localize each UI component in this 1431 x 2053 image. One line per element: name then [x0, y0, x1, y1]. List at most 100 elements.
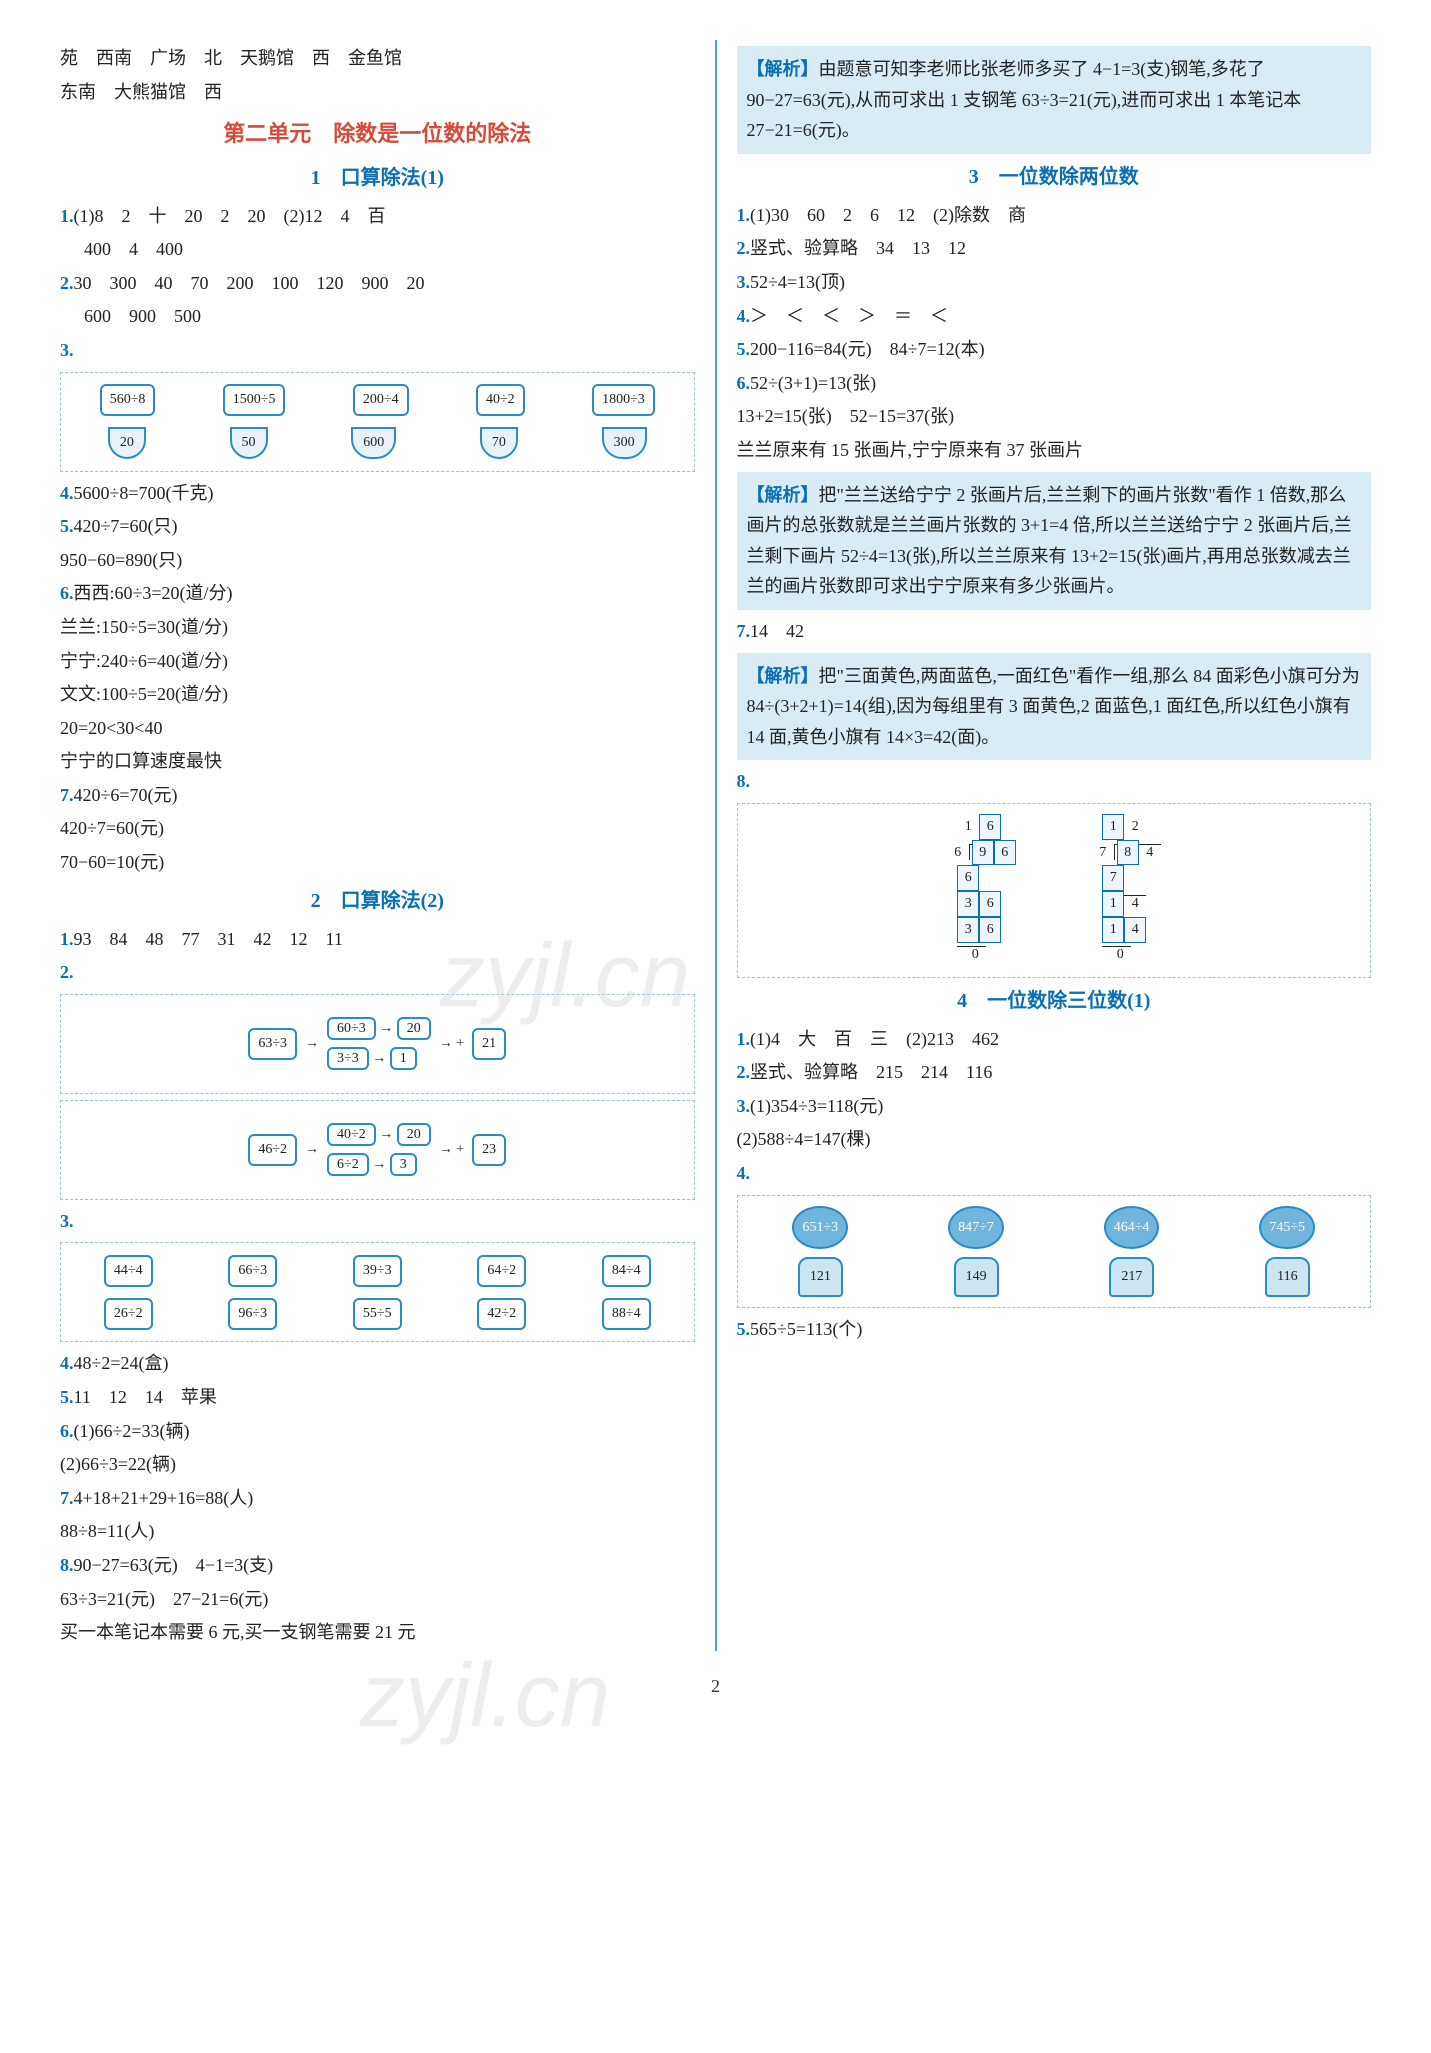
answer-line: 3.52÷4=13(顶)	[737, 267, 1372, 298]
answer-line: 70−60=10(元)	[60, 847, 695, 878]
diagram-tag: 63÷3	[248, 1028, 297, 1060]
answer-text: ＞ ＜ ＜ ＞ ＝ ＜	[750, 306, 948, 326]
split-diagram: 46÷2 → 40÷2 → 20 6÷2 → 3 → + 23	[60, 1100, 695, 1200]
diagram-tag: 3	[390, 1153, 417, 1176]
div-divisor: 7	[1092, 841, 1114, 865]
answer-line: 2.竖式、验算略 215 214 116	[737, 1057, 1372, 1088]
diagram-bowl: 600	[351, 427, 396, 459]
answer-line: 2.	[60, 957, 695, 988]
answer-line: 6.西西:60÷3=20(道/分)	[60, 578, 695, 609]
q-number: 4.	[60, 483, 74, 503]
answer-line: 3.	[60, 1206, 695, 1237]
diagram-tag: 560÷8	[100, 384, 156, 416]
answer-text: 30 300 40 70 200 100 120 900 20	[74, 273, 425, 293]
answer-line: 4.48÷2=24(盒)	[60, 1348, 695, 1379]
q-number: 7.	[737, 621, 751, 641]
q-number: 1.	[60, 929, 74, 949]
div-step: 4	[1124, 917, 1146, 943]
diagram-tree: 121	[798, 1257, 843, 1297]
div-quot: 1	[957, 815, 979, 839]
div-dividend: 6	[994, 840, 1016, 866]
section-heading: 1 口算除法(1)	[60, 161, 695, 195]
diagram-tag: 42÷2	[477, 1298, 526, 1330]
diagram-tag: 44÷4	[104, 1255, 153, 1287]
answer-line: 88÷8=11(人)	[60, 1516, 695, 1547]
answer-line: 1.(1)4 大 百 三 (2)213 462	[737, 1024, 1372, 1055]
diagram-tag: 1800÷3	[592, 384, 655, 416]
answer-text: 5600÷8=700(千克)	[74, 483, 214, 503]
q-number: 4.	[737, 306, 751, 326]
answer-text: 11 12 14 苹果	[74, 1387, 217, 1407]
answer-line: 4.5600÷8=700(千克)	[60, 478, 695, 509]
diagram-bowl: 20	[108, 427, 146, 459]
answer-line: 7.4+18+21+29+16=88(人)	[60, 1483, 695, 1514]
answer-line: 5.200−116=84(元) 84÷7=12(本)	[737, 334, 1372, 365]
diagram-tag: 55÷5	[353, 1298, 402, 1330]
answer-text: 200−116=84(元) 84÷7=12(本)	[750, 339, 985, 359]
answer-line: 20=20<30<40	[60, 713, 695, 744]
q-number: 2.	[60, 273, 74, 293]
pretext-line: 苑 西南 广场 北 天鹅馆 西 金鱼馆	[60, 43, 695, 74]
diagram-tag: 1	[390, 1047, 417, 1070]
q-number: 4.	[60, 1353, 74, 1373]
diagram-flower: 847÷7	[948, 1206, 1004, 1250]
div-step: 3	[957, 917, 979, 943]
diagram-tag: 20	[397, 1123, 431, 1146]
diagram-flower: 651÷3	[792, 1206, 848, 1250]
answer-line: 5.11 12 14 苹果	[60, 1382, 695, 1413]
diagram-tag: 20	[397, 1017, 431, 1040]
diagram-tag: 23	[472, 1134, 506, 1166]
answer-line: 3.(1)354÷3=118(元)	[737, 1091, 1372, 1122]
answer-line: 2.竖式、验算略 34 13 12	[737, 233, 1372, 264]
analysis-label: 【解析】	[747, 666, 819, 686]
answer-line: 63÷3=21(元) 27−21=6(元)	[60, 1584, 695, 1615]
div-step: 7	[1102, 865, 1124, 891]
right-column: 【解析】由题意可知李老师比张老师多买了 4−1=3(支)钢笔,多花了 90−27…	[737, 40, 1372, 1651]
matching-diagram: 560÷8 1500÷5 200÷4 40÷2 1800÷3 20 50 600…	[60, 372, 695, 472]
q-number: 5.	[737, 1319, 751, 1339]
left-column: 苑 西南 广场 北 天鹅馆 西 金鱼馆 东南 大熊猫馆 西 第二单元 除数是一位…	[60, 40, 695, 1651]
answer-text: (1)354÷3=118(元)	[750, 1096, 883, 1116]
q-number: 6.	[60, 1421, 74, 1441]
page-container: 苑 西南 广场 北 天鹅馆 西 金鱼馆 东南 大熊猫馆 西 第二单元 除数是一位…	[60, 40, 1371, 1651]
answer-line: 8.	[737, 766, 1372, 797]
div-step: 0	[1109, 943, 1131, 967]
matching-diagram: 44÷4 66÷3 39÷3 64÷2 84÷4 26÷2 96÷3 55÷5 …	[60, 1242, 695, 1342]
q-number: 3.	[737, 1096, 751, 1116]
answer-text: 西西:60÷3=20(道/分)	[74, 583, 233, 603]
diagram-bowl: 50	[230, 427, 268, 459]
div-dividend: 9	[972, 840, 994, 866]
diagram-bowl: 300	[602, 427, 647, 459]
answer-text: (1)8 2 十 20 2 20 (2)12 4 百	[74, 206, 386, 226]
diagram-tag: 66÷3	[228, 1255, 277, 1287]
q-number: 2.	[737, 238, 751, 258]
analysis-label: 【解析】	[747, 485, 819, 505]
answer-line: 6.(1)66÷2=33(辆)	[60, 1416, 695, 1447]
answer-line: 7.420÷6=70(元)	[60, 780, 695, 811]
analysis-box: 【解析】由题意可知李老师比张老师多买了 4−1=3(支)钢笔,多花了 90−27…	[737, 46, 1372, 154]
diagram-tag: 88÷4	[602, 1298, 651, 1330]
answer-line: 2.30 300 40 70 200 100 120 900 20	[60, 268, 695, 299]
answer-text: 420÷6=70(元)	[74, 785, 178, 805]
answer-line: 6.52÷(3+1)=13(张)	[737, 368, 1372, 399]
q-number: 2.	[737, 1062, 751, 1082]
answer-line: 7.14 42	[737, 616, 1372, 647]
div-step: 1	[1102, 917, 1124, 943]
answer-text: 竖式、验算略 215 214 116	[750, 1062, 992, 1082]
div-divisor: 6	[947, 841, 969, 865]
q-number: 8.	[737, 771, 751, 791]
answer-text: 52÷(3+1)=13(张)	[750, 373, 876, 393]
answer-line: (2)66÷3=22(辆)	[60, 1449, 695, 1480]
diagram-flower: 745÷5	[1259, 1206, 1315, 1250]
answer-text: 565÷5=113(个)	[750, 1319, 862, 1339]
matching-diagram: 651÷3 847÷7 464÷4 745÷5 121 149 217 116	[737, 1195, 1372, 1309]
div-step: 3	[957, 891, 979, 917]
answer-text: 48÷2=24(盒)	[74, 1353, 169, 1373]
diagram-tag: 1500÷5	[223, 384, 286, 416]
diagram-tag: 40÷2	[476, 384, 525, 416]
answer-text: 竖式、验算略 34 13 12	[750, 238, 966, 258]
analysis-text: 把"兰兰送给宁宁 2 张画片后,兰兰剩下的画片张数"看作 1 倍数,那么画片的总…	[747, 485, 1352, 597]
section-heading: 4 一位数除三位数(1)	[737, 984, 1372, 1018]
answer-text: 420÷7=60(只)	[74, 516, 178, 536]
diagram-tag: 39÷3	[353, 1255, 402, 1287]
